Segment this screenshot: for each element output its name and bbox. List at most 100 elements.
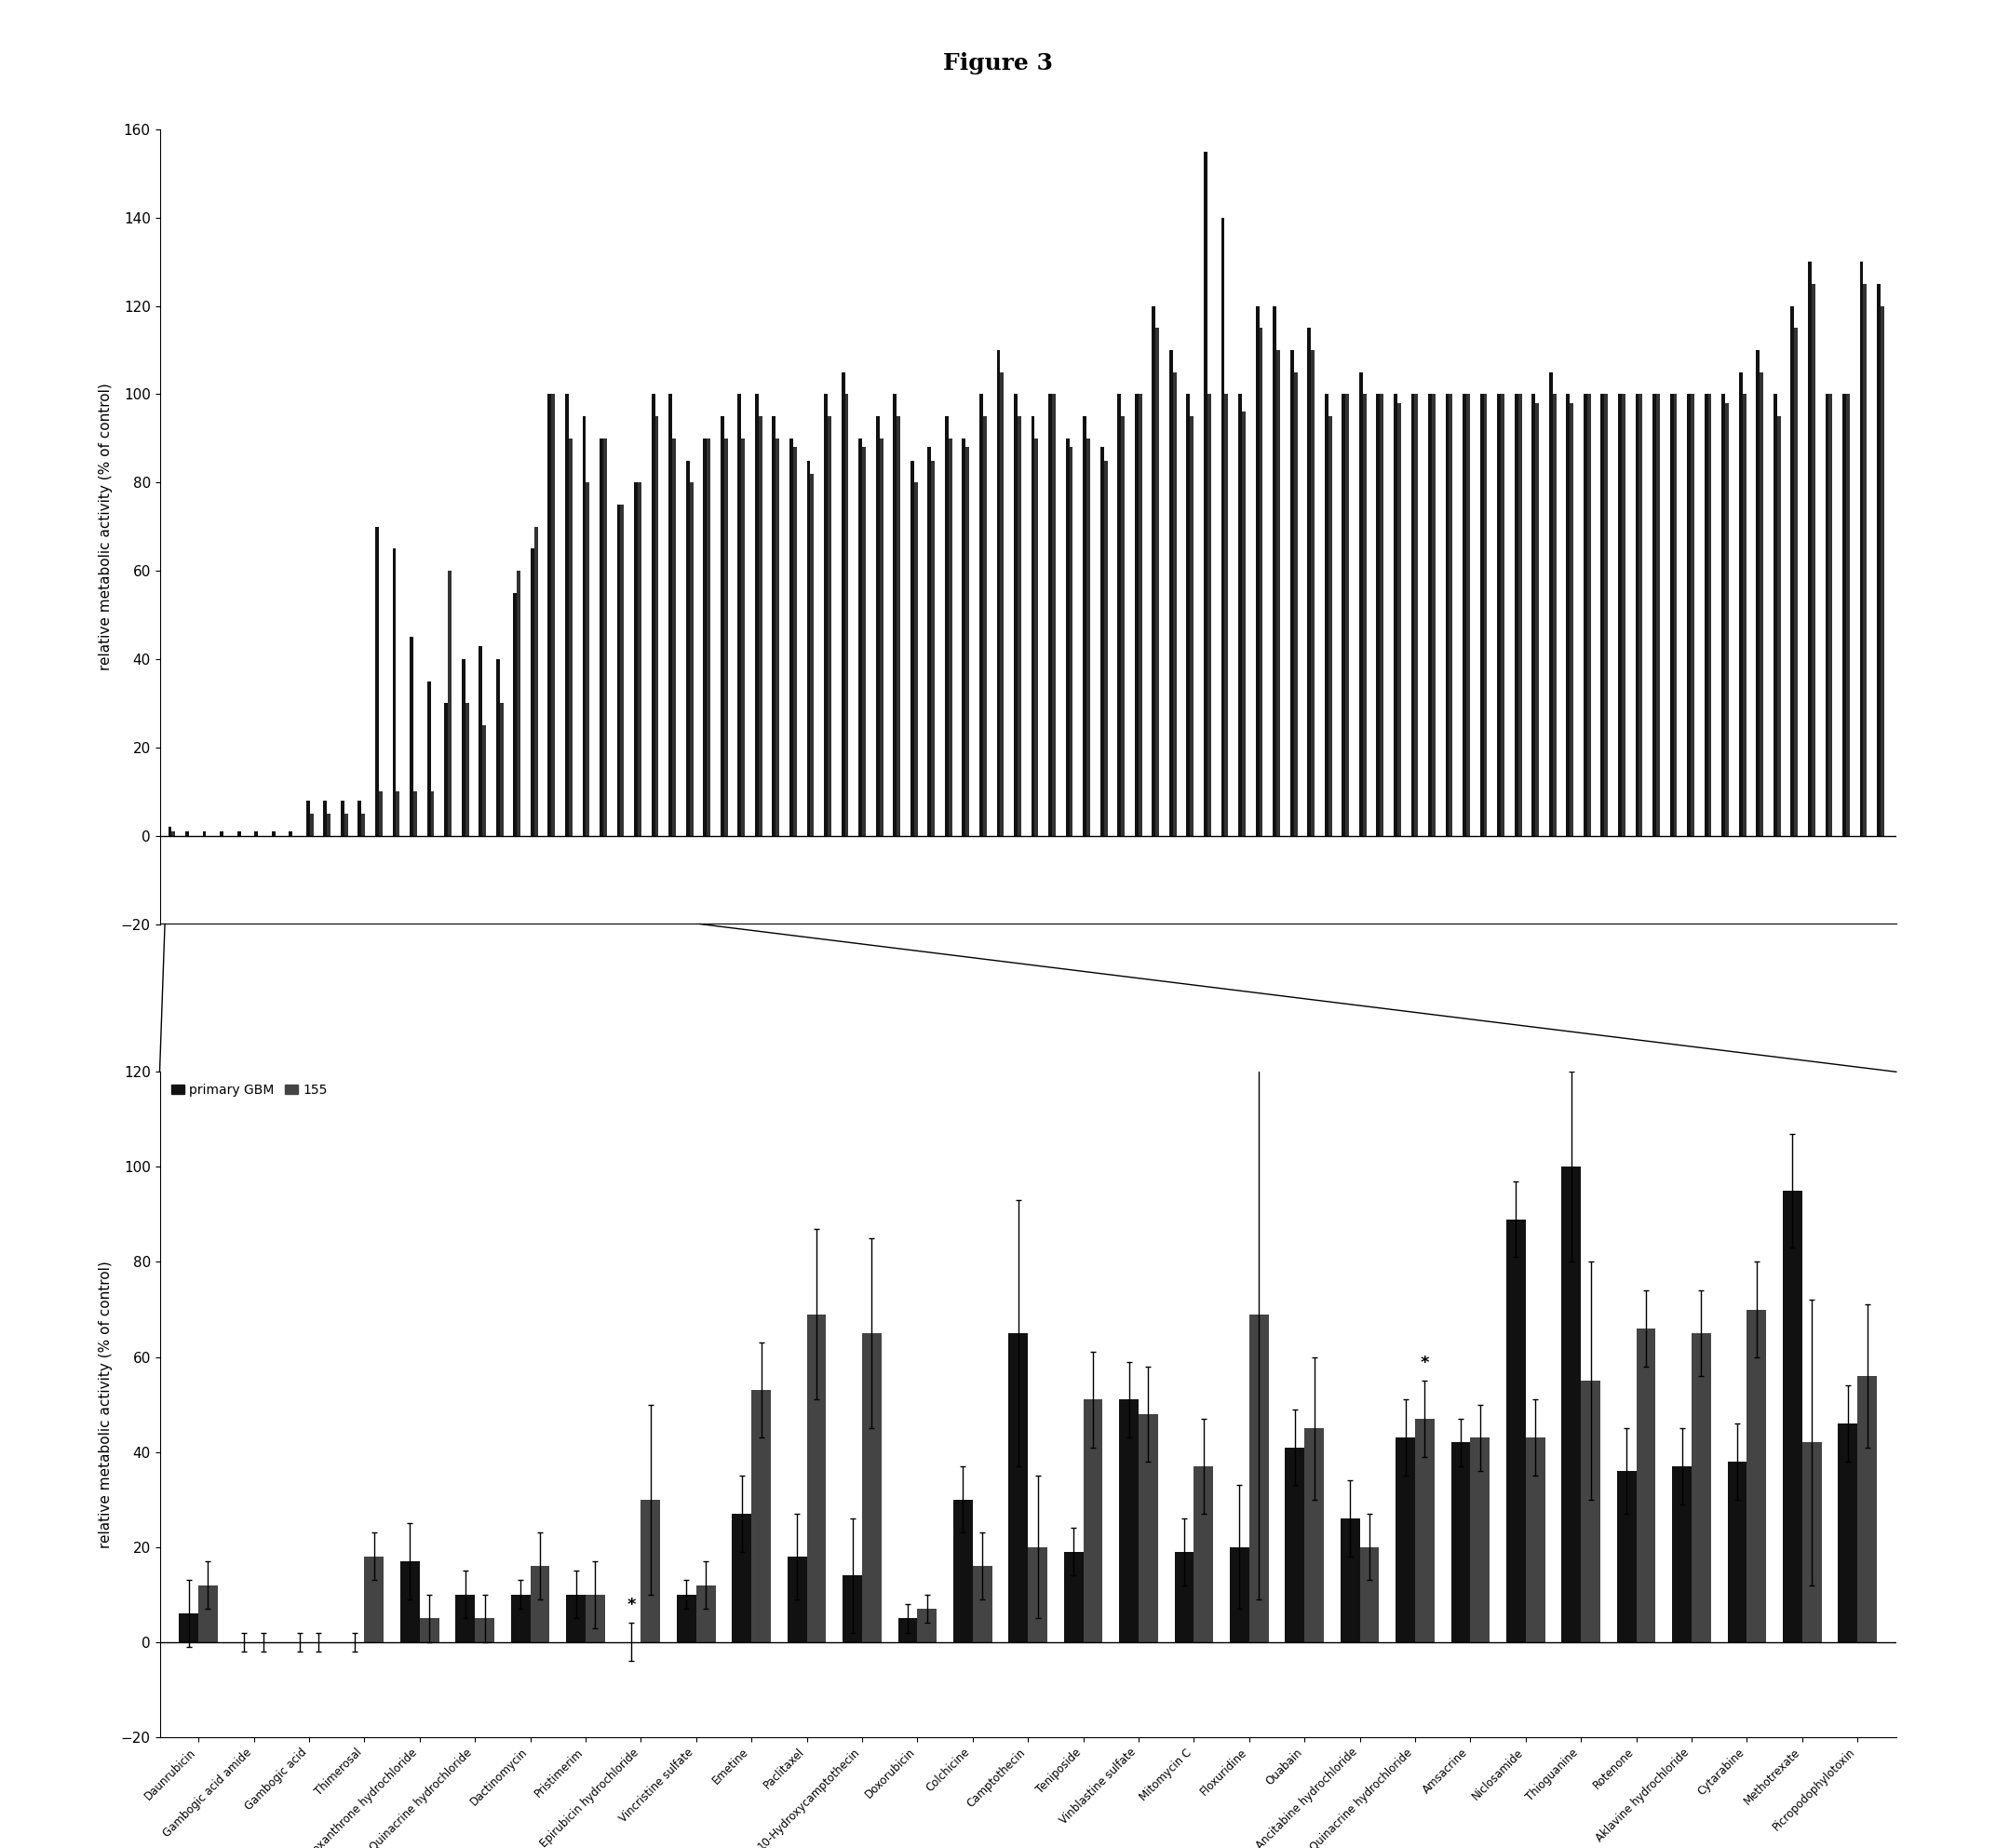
Bar [565,394,569,835]
Bar [758,416,762,835]
Bar [1531,394,1535,835]
Bar [862,447,866,835]
Bar [1709,394,1713,835]
Bar [1289,349,1293,835]
Bar [1671,394,1673,835]
Bar [1776,416,1780,835]
Bar [1525,1438,1545,1643]
Bar [1359,1547,1379,1643]
Bar [465,704,469,835]
Bar [810,473,814,835]
Bar [1760,371,1762,835]
Bar [341,800,343,835]
Bar [792,447,796,835]
Bar [1507,1220,1525,1643]
Bar [754,394,758,835]
Bar [1138,394,1142,835]
Bar [479,647,483,835]
Bar [876,416,880,835]
Bar [567,1595,585,1643]
Bar [483,724,485,835]
Bar [677,1595,697,1643]
Bar [271,832,275,835]
Bar [1307,329,1311,835]
Bar [655,416,659,835]
Bar [1515,394,1519,835]
Bar [741,438,745,835]
Bar [1377,394,1379,835]
Bar [1519,394,1521,835]
Bar [551,394,555,835]
Bar [289,832,293,835]
Bar [1008,1332,1028,1643]
Bar [1028,1547,1048,1643]
Bar [669,394,673,835]
Bar [1230,1547,1249,1643]
Bar [898,1619,918,1643]
Bar [896,416,900,835]
Bar [431,791,435,835]
Bar [1842,394,1846,835]
Bar [1860,262,1864,835]
Bar [1034,438,1038,835]
Bar [1725,403,1729,835]
Bar [1259,329,1263,835]
Bar [1727,1462,1746,1643]
Bar [1451,1443,1471,1643]
Bar [1170,349,1174,835]
Bar [585,1595,605,1643]
Text: *: * [627,1597,635,1613]
Bar [1070,447,1074,835]
Bar [1535,403,1539,835]
Bar [1122,416,1124,835]
Bar [569,438,573,835]
Bar [980,394,982,835]
Bar [1064,1552,1084,1643]
Bar [547,394,551,835]
Bar [1415,394,1417,835]
Bar [1653,394,1657,835]
Bar [1802,1443,1822,1643]
Bar [1858,1377,1876,1643]
Y-axis label: relative metabolic activity (% of control): relative metabolic activity (% of contro… [100,383,114,671]
Bar [1018,416,1022,835]
Bar [1174,371,1176,835]
Bar [932,460,934,835]
Bar [1619,394,1621,835]
Bar [1828,394,1832,835]
Bar [1249,1314,1269,1643]
Bar [824,394,828,835]
Bar [1808,262,1812,835]
Bar [461,660,465,835]
Bar [750,1390,770,1643]
Bar [1134,394,1138,835]
Bar [1208,394,1212,835]
Bar [1639,394,1643,835]
Bar [840,371,844,835]
Bar [1138,1414,1158,1643]
Bar [966,447,970,835]
Bar [1739,371,1743,835]
Bar [1311,349,1315,835]
Bar [238,832,242,835]
Bar [309,813,313,835]
Bar [253,832,257,835]
Bar [689,482,693,835]
Bar [1471,1438,1489,1643]
Bar [673,438,677,835]
Bar [944,416,948,835]
Bar [707,438,711,835]
Bar [1084,416,1086,835]
Bar [1273,307,1275,835]
Bar [1393,394,1397,835]
Bar [972,1565,992,1643]
Bar [1341,1519,1359,1643]
Bar [357,800,361,835]
Bar [1449,394,1453,835]
Bar [202,832,206,835]
Bar [447,571,451,835]
Bar [786,1556,806,1643]
Bar [1305,1429,1323,1643]
Bar [1581,1380,1601,1643]
Bar [413,791,417,835]
